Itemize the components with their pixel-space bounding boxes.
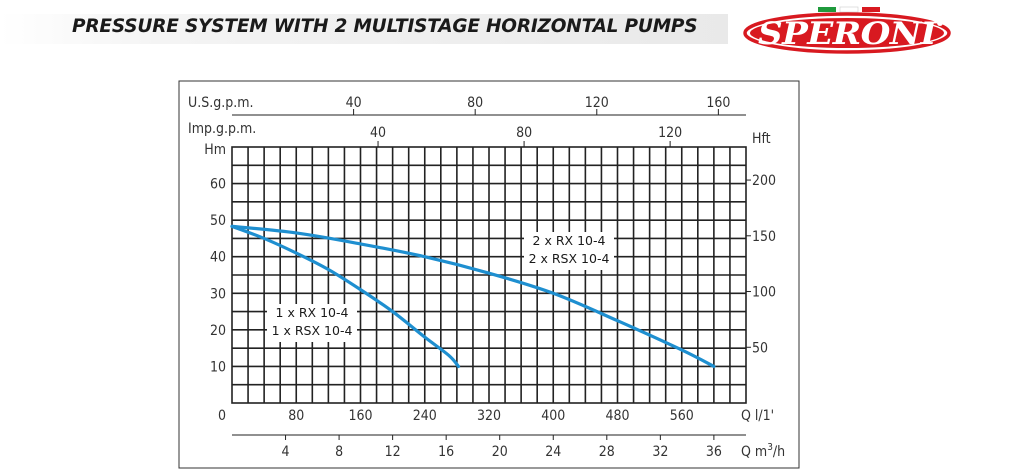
chart-curves bbox=[230, 224, 716, 369]
m3h-tick-label: 28 bbox=[599, 444, 615, 460]
x-tick-label: 560 bbox=[670, 408, 694, 424]
m3h-tick-label: 36 bbox=[706, 444, 722, 460]
y-tick-label: 10 bbox=[210, 359, 226, 375]
x-tick-label: 240 bbox=[413, 408, 437, 424]
plot-border bbox=[231, 146, 747, 404]
chart-axes bbox=[232, 109, 751, 440]
logo-fill bbox=[750, 18, 944, 48]
series-label-text: 1 x RSX 10-4 bbox=[272, 323, 353, 338]
x-tick-label: 80 bbox=[288, 408, 304, 424]
registered-mark-icon bbox=[937, 20, 943, 26]
flag-stripe-white bbox=[839, 6, 859, 13]
m3h-tick-label: 20 bbox=[492, 444, 508, 460]
m3h-tick-label: 4 bbox=[282, 444, 290, 460]
m3h-axis-unit-label: Q m3/h bbox=[741, 442, 785, 460]
x-tick-label: 480 bbox=[605, 408, 629, 424]
m3h-tick-label: 8 bbox=[335, 444, 343, 460]
usgpm-tick-label: 80 bbox=[467, 95, 483, 111]
m3h-tick-label: 32 bbox=[652, 444, 668, 460]
series-line-2 bbox=[230, 224, 716, 369]
flag-stripe-red bbox=[862, 7, 880, 12]
usgpm-tick-label: 40 bbox=[346, 95, 362, 111]
series-label-box bbox=[267, 304, 357, 342]
hft-tick-label: 200 bbox=[752, 173, 776, 189]
chart-series-labels: 1 x RX 10-4 1 x RSX 10-4 2 x RX 10-4 2 x RS… bbox=[267, 232, 614, 342]
chart-tick-labels: 0 80 160 240 320 400 480 560 Q l/1'102030405060H… bbox=[188, 95, 785, 460]
m3h-unit-suffix: /h bbox=[773, 444, 785, 460]
m3h-tick-label: 24 bbox=[545, 444, 561, 460]
x-tick-label: 320 bbox=[477, 408, 501, 424]
hft-axis-label: Hft bbox=[752, 131, 771, 147]
y-axis-unit-label: Hm bbox=[204, 142, 226, 158]
y-tick-label: 30 bbox=[210, 286, 226, 302]
speroni-logo: SPERONI bbox=[743, 6, 951, 54]
hft-tick-label: 50 bbox=[752, 340, 768, 356]
page-title: PRESSURE SYSTEM WITH 2 MULTISTAGE HORIZO… bbox=[72, 16, 698, 37]
logo-text: SPERONI bbox=[758, 16, 938, 52]
x-tick-label: 0 bbox=[218, 408, 226, 424]
usgpm-tick-label: 160 bbox=[706, 95, 730, 111]
x-tick-label: 160 bbox=[348, 408, 372, 424]
m3h-tick-label: 16 bbox=[438, 444, 454, 460]
hft-tick-label: 150 bbox=[752, 229, 776, 245]
hft-tick-label: 100 bbox=[752, 285, 776, 301]
y-tick-label: 20 bbox=[210, 323, 226, 339]
chart-grid bbox=[231, 146, 747, 404]
flag-stripe-green bbox=[818, 7, 836, 12]
x-axis-unit-label: Q l/1' bbox=[741, 408, 774, 424]
m3h-unit-prefix: Q m bbox=[741, 444, 767, 460]
y-tick-label: 40 bbox=[210, 250, 226, 266]
impgpm-axis-label: Imp.g.p.m. bbox=[188, 121, 256, 137]
x-tick-label: 400 bbox=[541, 408, 565, 424]
impgpm-tick-label: 120 bbox=[658, 125, 682, 141]
m3h-unit-superscript: 3 bbox=[767, 442, 773, 453]
impgpm-tick-label: 40 bbox=[370, 125, 386, 141]
y-tick-label: 60 bbox=[210, 177, 226, 193]
series-label-text: 2 x RX 10-4 bbox=[533, 233, 606, 248]
usgpm-axis-label: U.S.g.p.m. bbox=[188, 95, 253, 111]
y-tick-label: 50 bbox=[210, 213, 226, 229]
series-label-text: 1 x RX 10-4 bbox=[276, 305, 349, 320]
series-label-text: 2 x RSX 10-4 bbox=[529, 251, 610, 266]
series-label-box bbox=[524, 232, 614, 270]
m3h-tick-label: 12 bbox=[385, 444, 401, 460]
series-line-1 bbox=[230, 224, 461, 369]
header-band bbox=[0, 14, 728, 44]
impgpm-tick-label: 80 bbox=[516, 125, 532, 141]
usgpm-tick-label: 120 bbox=[585, 95, 609, 111]
